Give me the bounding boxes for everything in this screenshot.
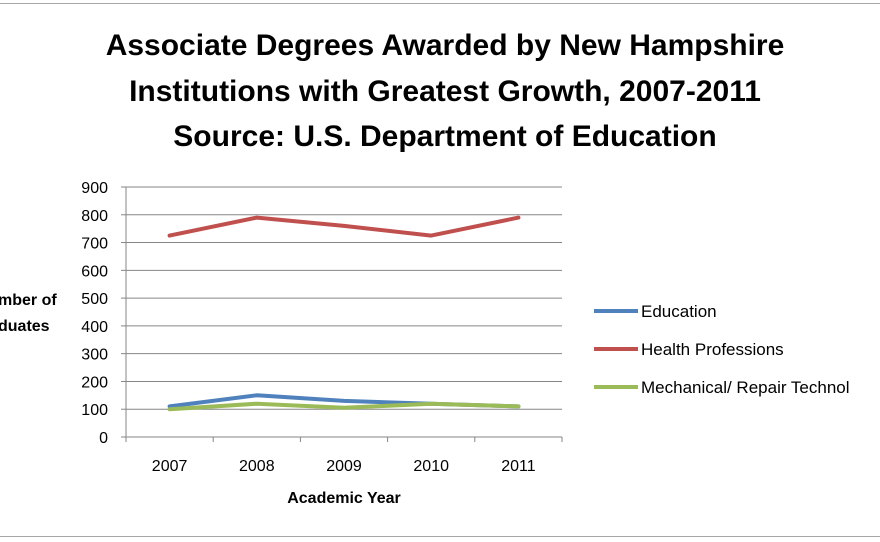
y-tick-label: 0 (99, 430, 108, 447)
x-tick-label: 2008 (239, 458, 275, 475)
frame-border-bottom (0, 536, 880, 537)
x-tick-labels: 2007 2008 2009 2010 2011 (152, 458, 536, 475)
y-tick-label: 800 (81, 208, 108, 225)
y-tick-label: 900 (81, 180, 108, 197)
y-axis-label-line-1: mber of (0, 292, 57, 309)
y-tick-label: 200 (81, 374, 108, 391)
y-tick-label: 400 (81, 319, 108, 336)
y-tick-label: 500 (81, 291, 108, 308)
x-tick-label: 2007 (152, 458, 188, 475)
axes (121, 186, 563, 442)
x-axis-label: Academic Year (287, 490, 401, 507)
legend-entry-label: Education (641, 302, 717, 321)
chart-title-line-3: Source: U.S. Department of Education (173, 120, 717, 153)
legend-entry-label: Mechanical/ Repair Technol (641, 378, 850, 397)
series-line-mechanical-repair-technol (167, 401, 521, 412)
x-tick-label: 2009 (326, 458, 362, 475)
y-tick-label: 700 (81, 236, 108, 253)
series-line-health-professions (167, 215, 521, 238)
y-tick-label: 100 (81, 402, 108, 419)
y-tick-label: 600 (81, 263, 108, 280)
legend-entry-label: Health Professions (641, 340, 784, 359)
series-lines (167, 215, 521, 412)
chart-title-line-2: Institutions with Greatest Growth, 2007-… (129, 75, 761, 108)
y-tick-labels: 0 100 200 300 400 500 600 700 800 900 (81, 180, 108, 447)
x-tick-label: 2010 (413, 458, 449, 475)
y-axis-label-line-2: duates (0, 318, 50, 335)
legend: Education Health Professions Mechanical/ R… (594, 302, 850, 397)
frame-border-top (0, 3, 880, 4)
chart-title-line-1: Associate Degrees Awarded by New Hampshi… (105, 29, 785, 62)
y-tick-label: 300 (81, 347, 108, 364)
x-tick-label: 2011 (501, 458, 536, 475)
